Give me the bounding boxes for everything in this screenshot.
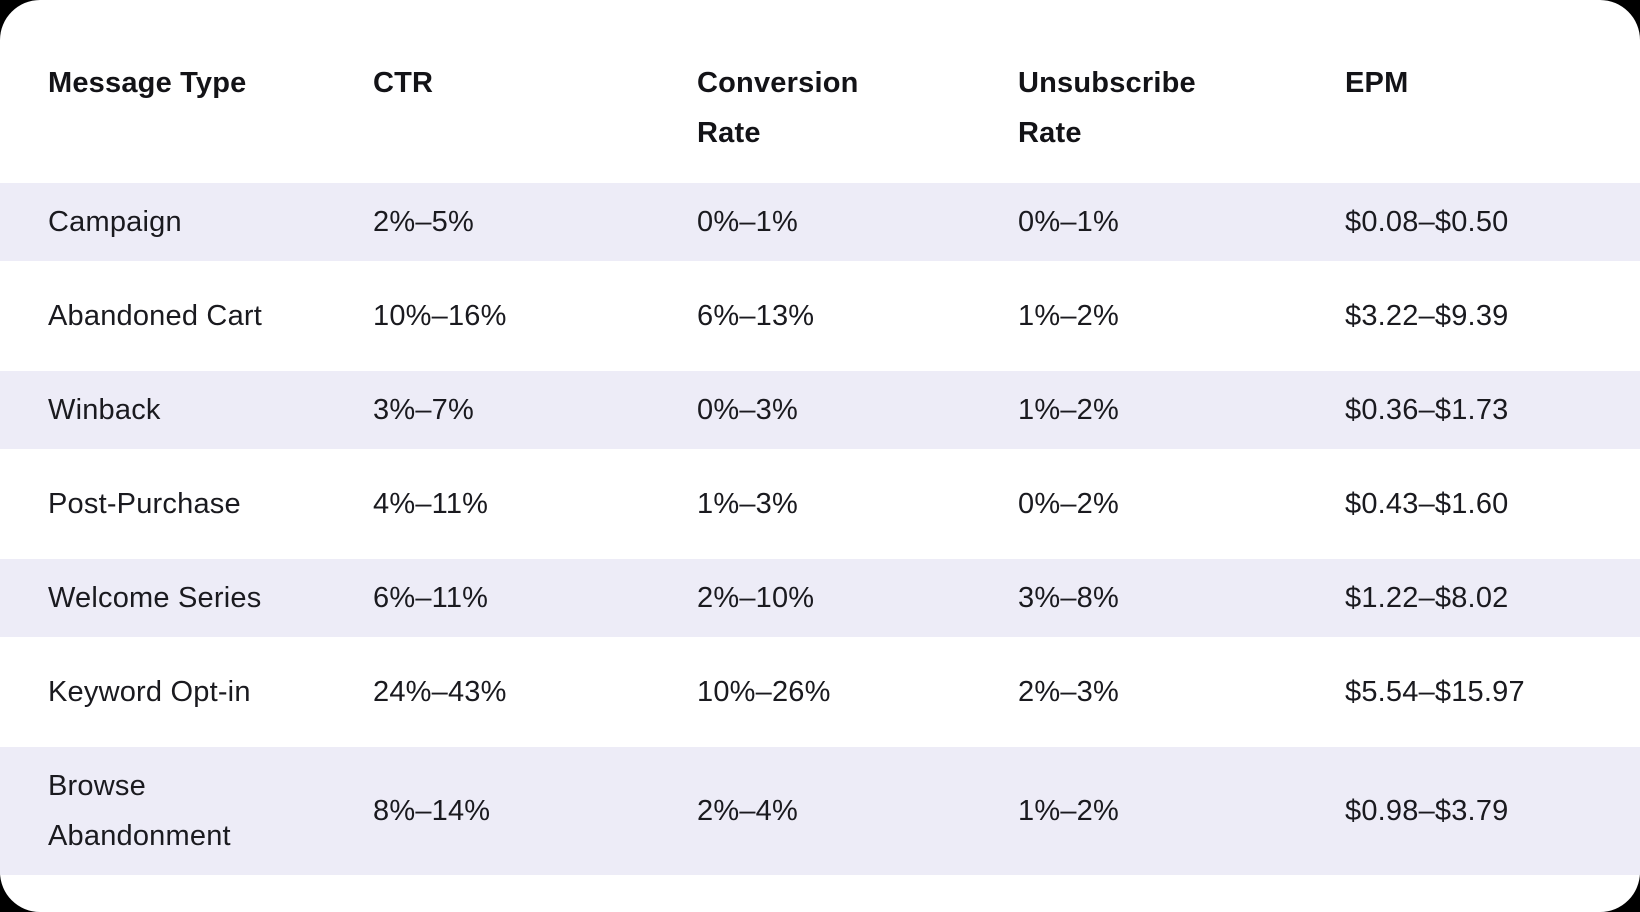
cell-conversion-rate: 6%–13% <box>697 300 815 332</box>
cell-ctr: 2%–5% <box>373 206 474 238</box>
cell-unsubscribe-rate: 1%–2% <box>1018 300 1119 332</box>
cell-epm: $0.98–$3.79 <box>1345 795 1509 827</box>
table-row-abandoned-cart: Abandoned Cart 10%–16% 6%–13% 1%–2% $3.2… <box>0 277 1640 355</box>
cell-message-type: Winback <box>48 394 161 426</box>
cell-conversion-rate: 10%–26% <box>697 676 831 708</box>
table-row-winback: Winback 3%–7% 0%–3% 1%–2% $0.36–$1.73 <box>0 371 1640 449</box>
table-row-keyword-opt-in: Keyword Opt-in 24%–43% 10%–26% 2%–3% $5.… <box>0 653 1640 731</box>
cell-ctr: 10%–16% <box>373 300 507 332</box>
cell-conversion-rate: 0%–3% <box>697 394 798 426</box>
cell-message-type: Post-Purchase <box>48 488 241 520</box>
cell-message-type: Campaign <box>48 206 182 238</box>
table-row-post-purchase: Post-Purchase 4%–11% 1%–3% 0%–2% $0.43–$… <box>0 465 1640 543</box>
cell-message-type: Keyword Opt-in <box>48 676 251 708</box>
cell-unsubscribe-rate: 3%–8% <box>1018 582 1119 614</box>
cell-epm: $3.22–$9.39 <box>1345 300 1509 332</box>
cell-message-type: Welcome Series <box>48 582 262 614</box>
cell-ctr: 8%–14% <box>373 795 491 827</box>
cell-ctr: 3%–7% <box>373 394 474 426</box>
cell-unsubscribe-rate: 2%–3% <box>1018 676 1119 708</box>
cell-ctr: 24%–43% <box>373 676 507 708</box>
column-header-epm: EPM <box>1345 67 1409 99</box>
cell-unsubscribe-rate: 0%–2% <box>1018 488 1119 520</box>
cell-epm: $5.54–$15.97 <box>1345 676 1525 708</box>
cell-epm: $0.36–$1.73 <box>1345 394 1509 426</box>
cell-epm: $1.22–$8.02 <box>1345 582 1509 614</box>
cell-conversion-rate: 0%–1% <box>697 206 798 238</box>
cell-conversion-rate: 2%–10% <box>697 582 815 614</box>
cell-conversion-rate: 1%–3% <box>697 488 798 520</box>
cell-message-type: Abandoned Cart <box>48 300 263 332</box>
cell-ctr: 6%–11% <box>373 582 489 614</box>
column-header-unsubscribe-rate: Unsubscribe Rate <box>1018 67 1196 149</box>
cell-epm: $0.43–$1.60 <box>1345 488 1509 520</box>
table-header-row: Message Type CTR Conversion Rate Unsubsc… <box>0 0 1640 158</box>
cell-epm: $0.08–$0.50 <box>1345 206 1509 238</box>
cell-unsubscribe-rate: 1%–2% <box>1018 795 1119 827</box>
column-header-conversion-rate: Conversion Rate <box>697 67 859 149</box>
cell-unsubscribe-rate: 0%–1% <box>1018 206 1119 238</box>
table-row-browse-abandonment: Browse Abandonment 8%–14% 2%–4% 1%–2% $0… <box>0 747 1640 875</box>
table-row-campaign: Campaign 2%–5% 0%–1% 0%–1% $0.08–$0.50 <box>0 183 1640 261</box>
table-body: Campaign 2%–5% 0%–1% 0%–1% $0.08–$0.50 A… <box>0 183 1640 875</box>
column-header-ctr: CTR <box>373 67 434 99</box>
table-row-welcome-series: Welcome Series 6%–11% 2%–10% 3%–8% $1.22… <box>0 559 1640 637</box>
column-header-message-type: Message Type <box>48 67 247 99</box>
cell-message-type: Browse Abandonment <box>48 770 231 852</box>
cell-conversion-rate: 2%–4% <box>697 795 798 827</box>
cell-unsubscribe-rate: 1%–2% <box>1018 394 1119 426</box>
cell-ctr: 4%–11% <box>373 488 489 520</box>
